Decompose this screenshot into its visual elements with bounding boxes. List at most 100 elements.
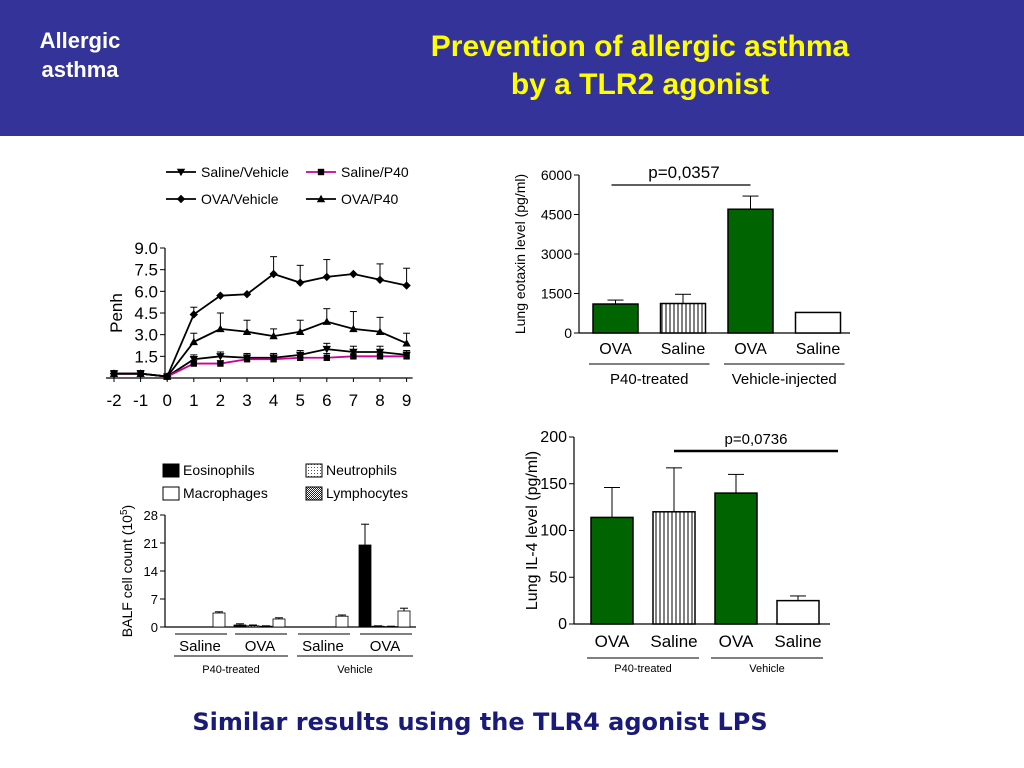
bar: [371, 625, 385, 628]
data-point: [216, 353, 225, 361]
bar: [794, 311, 842, 334]
data-point: [242, 290, 252, 299]
category-label: OVA: [595, 632, 630, 651]
group-label: Vehicle: [749, 663, 784, 675]
data-point: [109, 369, 119, 377]
bar: [259, 625, 273, 628]
bar: [233, 624, 247, 628]
x-tick-label: -1: [133, 391, 148, 410]
group-label: Vehicle: [337, 664, 372, 676]
category-label: OVA: [734, 341, 767, 358]
x-tick-label: 4: [269, 391, 278, 410]
slide-title: Prevention of allergic asthma by a TLR2 …: [340, 28, 940, 104]
slide-title-line1: Prevention of allergic asthma: [430, 30, 850, 63]
eotaxin-bar-chart: 0 1500 3000 4500 6000 Lung eotaxin level (pg/…: [512, 163, 850, 388]
x-tick-label: -2: [106, 391, 121, 410]
series-line: [114, 320, 407, 378]
slide-header: Allergic asthma Prevention of allergic a…: [0, 0, 1024, 136]
group-label: P40-treated: [202, 664, 259, 676]
data-point: [243, 356, 251, 363]
y-tick-label: 50: [549, 569, 567, 586]
data-point: [350, 353, 357, 360]
bar: [592, 303, 639, 334]
x-tick-label: 9: [402, 391, 411, 410]
legend-label: OVA/Vehicle: [201, 191, 279, 207]
data-point: [190, 360, 197, 367]
legend-swatch: [305, 463, 323, 478]
legend-swatch: [305, 486, 323, 501]
data-point: [376, 353, 384, 360]
y-tick-label: 0: [564, 325, 572, 341]
data-point: [323, 354, 330, 361]
group-label: Vehicle-injected: [732, 371, 837, 388]
penh-line-chart: 1.5 3.0 4.5 6.0 7.5 9.0 -2 -1 0 1 2 3 4 5 6 7 8 9 Penh Sali…: [106, 164, 413, 410]
x-tick-label: 5: [295, 391, 304, 410]
y-tick-label: 7.5: [134, 261, 158, 280]
legend-marker: [317, 168, 325, 176]
y-tick-label: 14: [144, 564, 158, 579]
section-label: Allergic asthma: [39, 28, 121, 82]
data-point: [189, 310, 198, 319]
legend-label: Lymphocytes: [326, 485, 408, 501]
category-label: OVA: [599, 341, 632, 358]
y-tick-label: 4500: [541, 207, 572, 223]
y-tick-label: 3.0: [134, 326, 158, 345]
legend-swatch: [162, 486, 180, 501]
data-point: [269, 269, 278, 279]
bar: [397, 610, 411, 628]
y-axis-label: Lung eotaxin level (pg/ml): [512, 174, 528, 334]
x-tick-label: 2: [216, 391, 225, 410]
legend-label: Saline/Vehicle: [201, 164, 289, 180]
bar: [212, 612, 226, 628]
y-axis-label-suffix: ): [119, 505, 135, 510]
bar: [335, 615, 349, 628]
data-point: [270, 356, 277, 363]
legend-swatch: [162, 463, 180, 478]
bar: [659, 302, 707, 334]
bar: [358, 544, 372, 628]
y-tick-label: 150: [540, 476, 567, 493]
bar: [714, 492, 758, 625]
p-value-label: p=0,0736: [725, 431, 788, 448]
y-tick-label: 0: [558, 616, 567, 633]
data-point: [349, 269, 358, 279]
legend-label: OVA/P40: [341, 191, 399, 207]
legend-label: Macrophages: [183, 485, 268, 501]
x-tick-label: 0: [162, 391, 171, 410]
y-axis-label: BALF cell count (105): [119, 505, 135, 637]
y-tick-label: 0: [151, 620, 158, 635]
data-point: [269, 331, 278, 340]
group-label: P40-treated: [610, 371, 688, 388]
data-point: [322, 317, 331, 325]
category-label: OVA: [370, 638, 401, 655]
bar: [776, 599, 820, 625]
data-point: [296, 327, 305, 335]
data-point: [136, 369, 145, 377]
category-label: Saline: [774, 632, 821, 651]
category-label: OVA: [245, 638, 276, 655]
data-point: [189, 356, 198, 364]
data-point: [375, 275, 385, 284]
x-tick-label: 3: [242, 391, 251, 410]
x-tick-label: 8: [375, 391, 384, 410]
legend-marker: [316, 194, 326, 203]
y-tick-label: 3000: [541, 246, 572, 262]
data-point: [163, 372, 172, 380]
group-label: P40-treated: [614, 663, 671, 675]
legend-label: Eosinophils: [183, 462, 255, 478]
x-tick-label: 6: [322, 391, 331, 410]
data-point: [297, 354, 304, 361]
slide-title-line2: by a TLR2 agonist: [510, 68, 770, 101]
data-point: [189, 337, 198, 346]
data-point: [402, 281, 411, 290]
category-label: Saline: [302, 638, 344, 655]
y-axis-label: Lung IL-4 level (pg/ml): [524, 451, 541, 610]
legend-marker: [176, 194, 186, 204]
data-point: [375, 327, 385, 335]
y-tick-label: 200: [540, 429, 567, 446]
legend-label: Neutrophils: [326, 462, 397, 478]
il4-bar-chart: 0 50 100 150 200 Lung IL-4 level (pg/ml) OVA Sa…: [524, 429, 838, 675]
data-point: [217, 360, 224, 367]
y-tick-label: 21: [144, 536, 158, 551]
y-tick-label: 7: [151, 592, 158, 607]
